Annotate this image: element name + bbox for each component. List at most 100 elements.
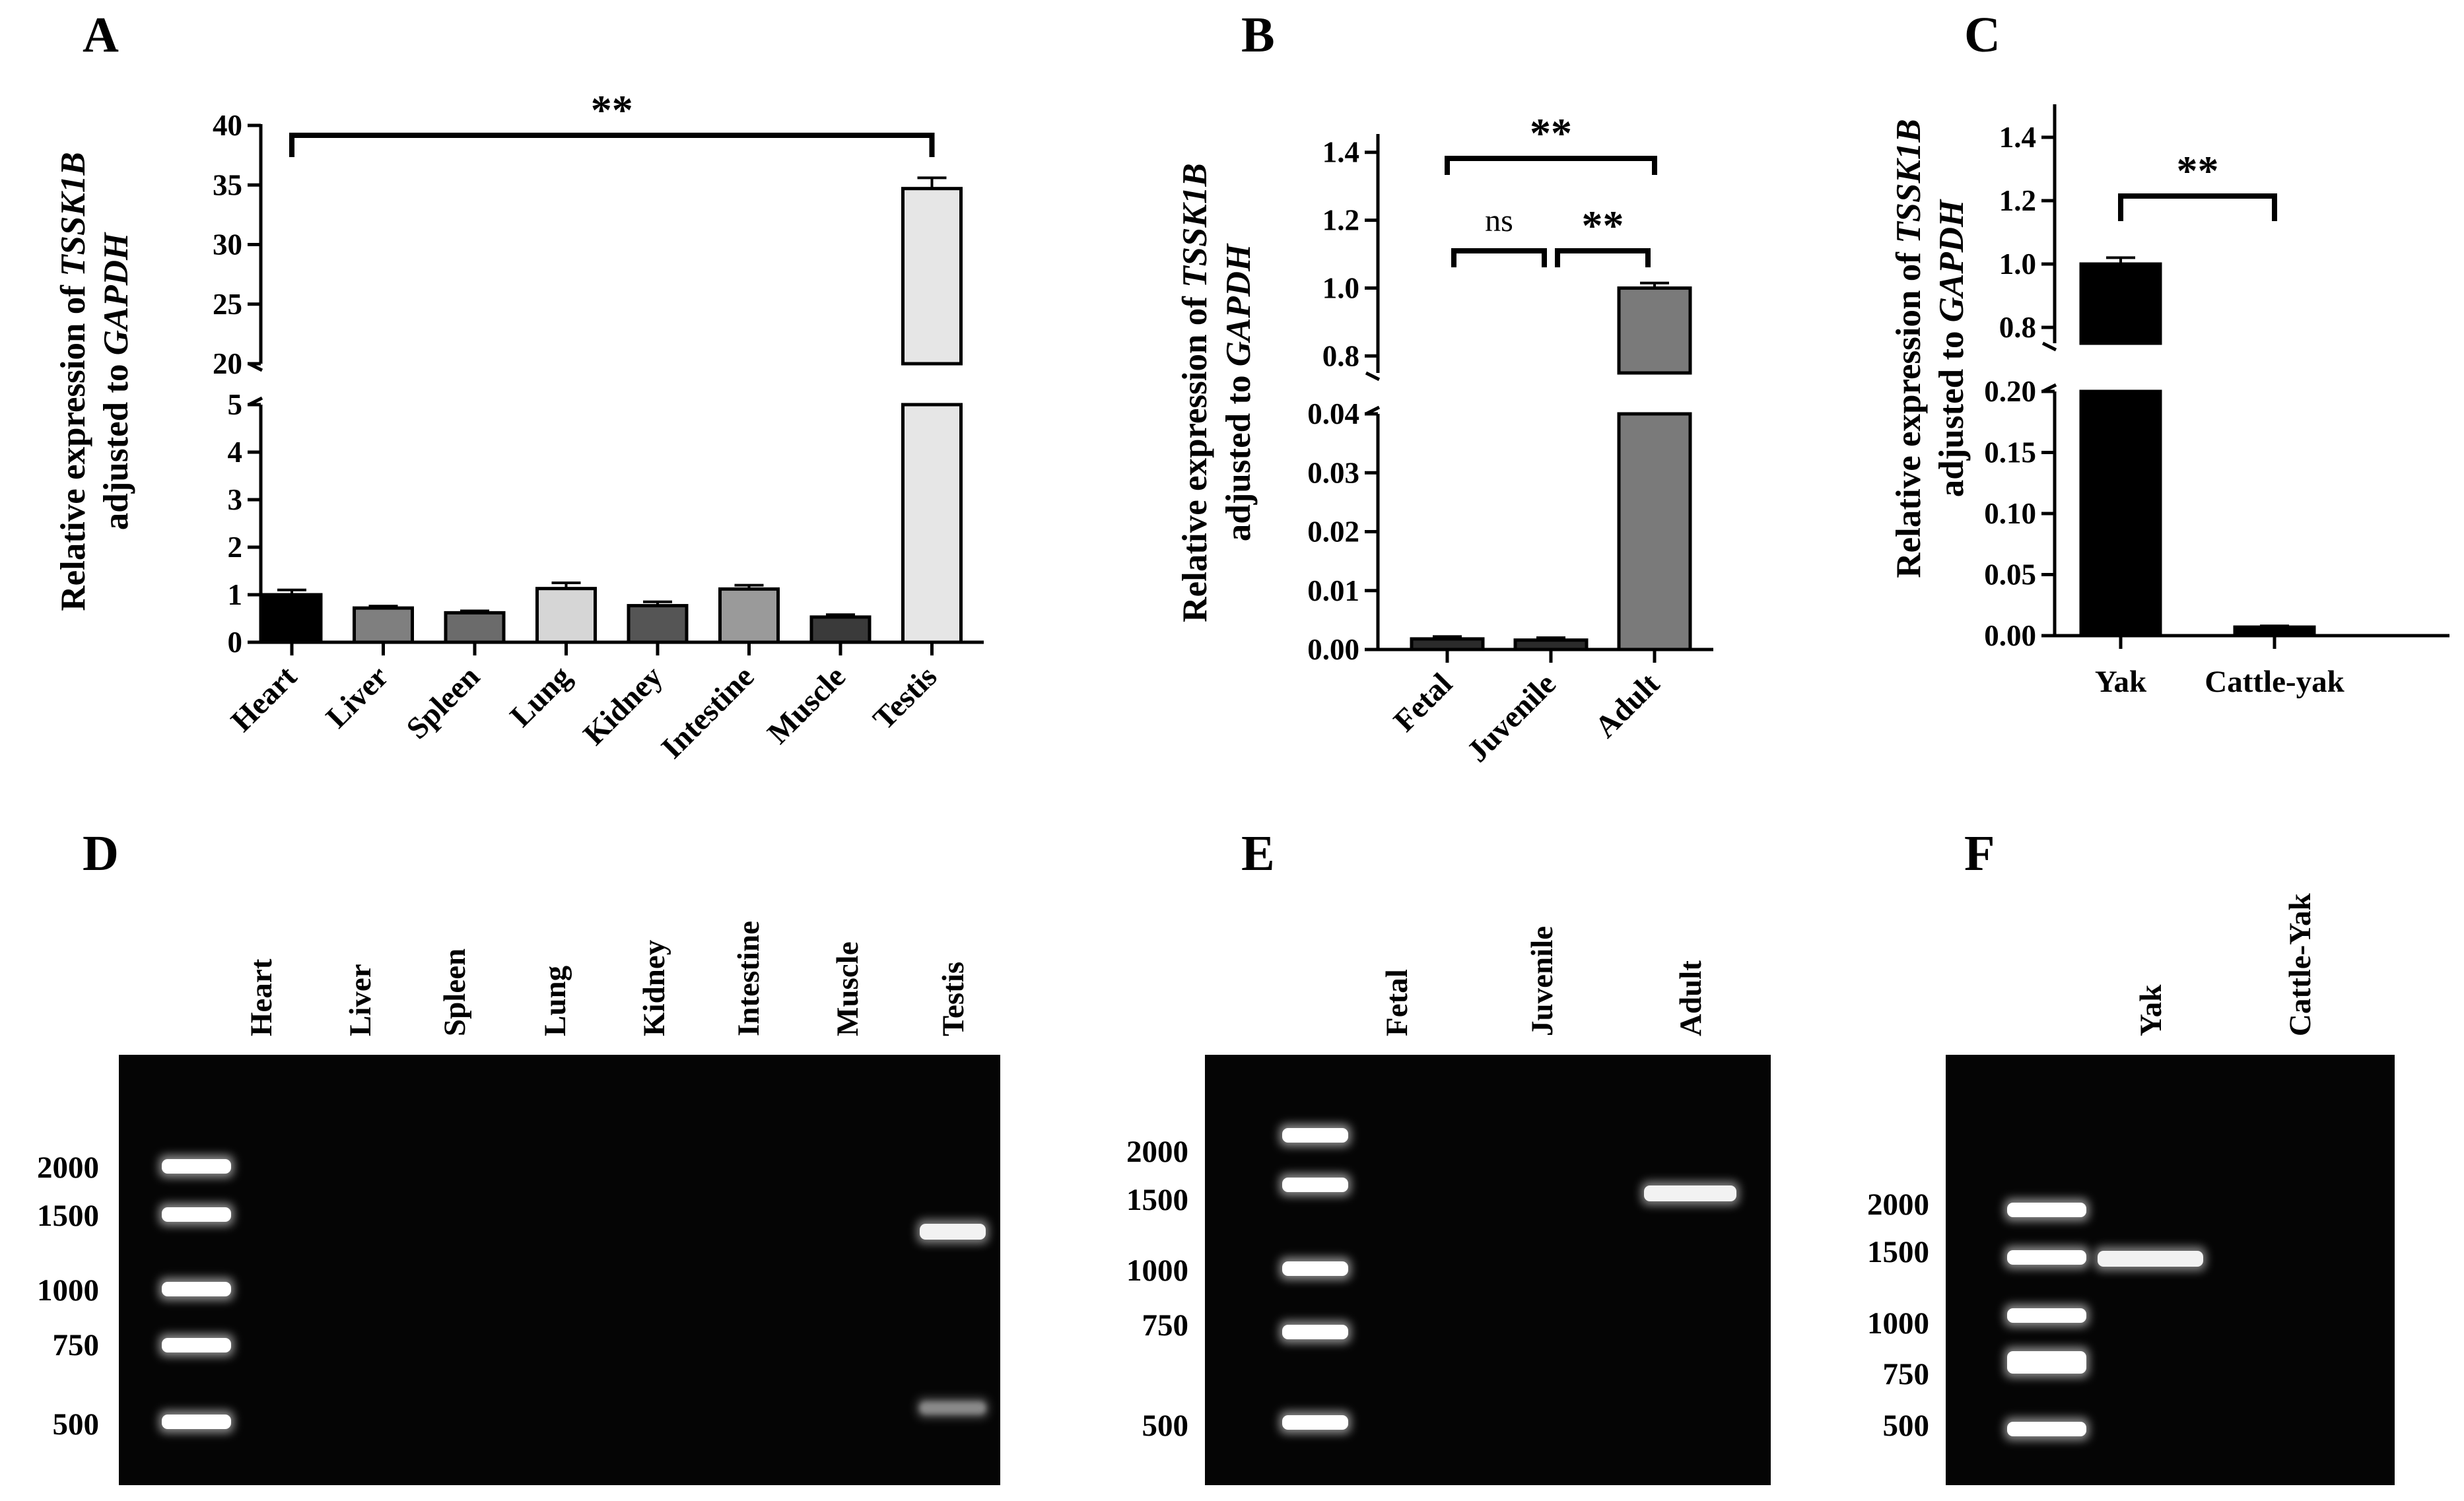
lane-label-muscle: Muscle: [831, 941, 865, 1036]
lane-label-fetal: Fetal: [1380, 969, 1414, 1036]
significance-bracket: [289, 133, 935, 157]
bar-fetal: [1410, 637, 1485, 651]
x-category-label: Spleen: [400, 659, 487, 746]
significance-bracket: [2118, 193, 2277, 221]
chart-b: 0.00 0.01 0.02 0.03 0.04 0.8 1.0 1.2 1.4 Fetal Juv…: [1307, 110, 1713, 769]
ladder-size-label: 750: [1142, 1308, 1189, 1343]
y-tick-label: 1: [228, 578, 243, 611]
panel-label-e: E: [1241, 826, 1275, 881]
significance-bracket: [1445, 156, 1657, 175]
ladder-size-label: 500: [1142, 1409, 1189, 1443]
bar-testis-lower: [901, 403, 963, 644]
x-category-label: Kidney: [577, 659, 670, 752]
y-tick-label: 0.8: [1999, 311, 2036, 344]
significance-label: **: [591, 86, 633, 133]
y-tick-label: 2: [228, 531, 243, 564]
ladder-band: [162, 1159, 231, 1174]
bar-lung: [535, 587, 597, 644]
ladder-band: [162, 1282, 231, 1296]
y-axis-title-a-line1: Relative expression of TSSK1B: [54, 152, 92, 611]
panel-label-b: B: [1241, 7, 1275, 63]
sample-band: [1644, 1185, 1736, 1201]
y-tick-label: 0.02: [1307, 516, 1359, 549]
ladder-band: [2007, 1250, 2086, 1265]
ladder-band: [2007, 1351, 2086, 1374]
y-tick-label: 30: [213, 228, 242, 261]
ladder-size-label: 500: [1883, 1409, 1930, 1443]
lane-label-lung: Lung: [538, 965, 572, 1036]
bar-testis-upper: [901, 187, 963, 366]
gel-f: Yak Cattle-Yak 2000 1500 1000 750 500: [1867, 892, 2395, 1485]
y-tick-label: 25: [213, 288, 242, 321]
ladder-band: [1282, 1261, 1348, 1276]
gel-e: Fetal Juvenile Adult 2000 1500 1000 750 500: [1126, 926, 1771, 1485]
significance-label: **: [1530, 110, 1572, 156]
ladder-size-label: 1000: [1867, 1306, 1929, 1341]
ladder-band: [1282, 1325, 1348, 1339]
y-tick-label: 40: [213, 109, 242, 142]
lane-label-adult: Adult: [1674, 960, 1708, 1036]
y-tick-label: 0.00: [1307, 633, 1359, 666]
sample-band: [920, 1402, 986, 1414]
y-tick-label: 0.20: [1984, 375, 2036, 408]
bar-cattle-yak: [2233, 625, 2316, 638]
y-axis-title-a-line2: adjusted to GAPDH: [97, 232, 135, 530]
y-tick-label: 20: [213, 347, 242, 380]
y-tick-label: 1.4: [1322, 136, 1359, 169]
ladder-size-label: 2000: [1126, 1135, 1188, 1169]
x-category-label: Fetal: [1387, 667, 1459, 739]
y-tick-label: 0.03: [1307, 456, 1359, 489]
bar-adult-upper: [1617, 286, 1692, 375]
significance-label: **: [2177, 147, 2219, 194]
ladder-band: [2007, 1203, 2086, 1217]
panel-label-c: C: [1964, 7, 2001, 63]
y-tick-label: 1.2: [1322, 204, 1359, 237]
axis-break-mark: [1365, 371, 1381, 382]
lane-label-testis: Testis: [936, 962, 971, 1036]
y-tick-label: 0: [228, 626, 243, 659]
gel-images: Heart Liver Spleen Lung Kidney Intestine Muscl…: [37, 892, 2395, 1485]
significance-bracket: [1555, 248, 1651, 267]
x-category-label: Yak: [2095, 665, 2147, 699]
significance-bracket: [1451, 248, 1547, 267]
ladder-band: [2007, 1422, 2086, 1436]
ladder-size-label: 1500: [37, 1199, 99, 1233]
ladder-band: [162, 1207, 231, 1222]
lane-label-spleen: Spleen: [438, 949, 472, 1036]
bar-liver: [353, 606, 414, 644]
bar-break-gap: [900, 366, 964, 403]
y-tick-label: 0.10: [1984, 497, 2036, 530]
x-category-label: Juvenile: [1460, 667, 1563, 769]
bar-spleen: [444, 611, 506, 644]
y-tick-label: 0.00: [1984, 619, 2036, 652]
y-axis-title-b-line1: Relative expression of TSSK1B: [1176, 163, 1214, 622]
y-tick-label: 3: [228, 483, 243, 516]
lane-label-juvenile: Juvenile: [1525, 926, 1559, 1036]
bar-intestine: [718, 587, 780, 644]
ladder-size-label: 1500: [1126, 1183, 1188, 1217]
bar-break-gap: [2078, 345, 2163, 389]
significance-ns-label: ns: [1485, 203, 1513, 238]
lane-label-cattle-yak: Cattle-Yak: [2283, 892, 2317, 1036]
x-category-label: Testis: [866, 659, 943, 737]
ladder-size-label: 500: [53, 1407, 100, 1442]
axis-break-mark: [2041, 341, 2057, 352]
ladder-size-label: 750: [1883, 1357, 1930, 1391]
ladder-size-label: 1500: [1867, 1235, 1929, 1269]
y-tick-label: 1.0: [1322, 271, 1359, 304]
panel-label-d: D: [83, 826, 119, 881]
y-tick-label: 0.05: [1984, 558, 2036, 591]
lane-label-liver: Liver: [343, 964, 378, 1036]
y-tick-label: 1.2: [1999, 184, 2036, 217]
ladder-band: [162, 1338, 231, 1352]
y-tick-label: 35: [213, 168, 242, 201]
chart-a: 0 1 2 3 4 5 20 25 30 35 40 Heart Liver Spleen LungKidn…: [213, 86, 984, 765]
y-tick-label: 0.8: [1322, 339, 1359, 372]
x-category-label: Cattle-yak: [2205, 665, 2344, 699]
x-category-label: Adult: [1589, 667, 1666, 745]
ladder-band: [162, 1415, 231, 1429]
ladder-band: [2007, 1308, 2086, 1323]
bar-heart: [261, 593, 323, 644]
ladder-band: [1282, 1415, 1348, 1430]
chart-c: 0.00 0.05 0.10 0.15 0.20 0.8 1.0 1.2 1.4 Yak Cattl…: [1984, 104, 2449, 699]
